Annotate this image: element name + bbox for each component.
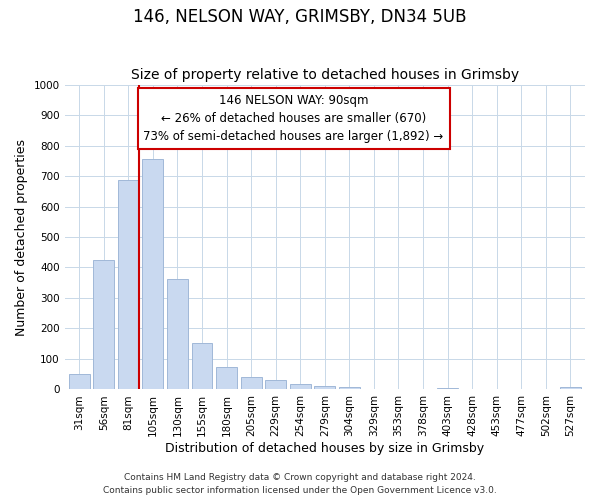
- Bar: [118, 180, 139, 390]
- Bar: [314, 386, 335, 390]
- Bar: [167, 279, 188, 390]
- Text: 146 NELSON WAY: 90sqm
← 26% of detached houses are smaller (670)
73% of semi-det: 146 NELSON WAY: 90sqm ← 26% of detached …: [143, 94, 443, 142]
- Bar: [560, 388, 581, 390]
- Bar: [265, 380, 286, 390]
- X-axis label: Distribution of detached houses by size in Grimsby: Distribution of detached houses by size …: [165, 442, 484, 455]
- Bar: [437, 388, 458, 390]
- Y-axis label: Number of detached properties: Number of detached properties: [15, 138, 28, 336]
- Bar: [191, 343, 212, 390]
- Bar: [290, 384, 311, 390]
- Bar: [339, 388, 360, 390]
- Text: 146, NELSON WAY, GRIMSBY, DN34 5UB: 146, NELSON WAY, GRIMSBY, DN34 5UB: [133, 8, 467, 26]
- Bar: [241, 378, 262, 390]
- Bar: [94, 260, 114, 390]
- Title: Size of property relative to detached houses in Grimsby: Size of property relative to detached ho…: [131, 68, 519, 82]
- Text: Contains HM Land Registry data © Crown copyright and database right 2024.
Contai: Contains HM Land Registry data © Crown c…: [103, 474, 497, 495]
- Bar: [216, 366, 237, 390]
- Bar: [69, 374, 90, 390]
- Bar: [142, 158, 163, 390]
